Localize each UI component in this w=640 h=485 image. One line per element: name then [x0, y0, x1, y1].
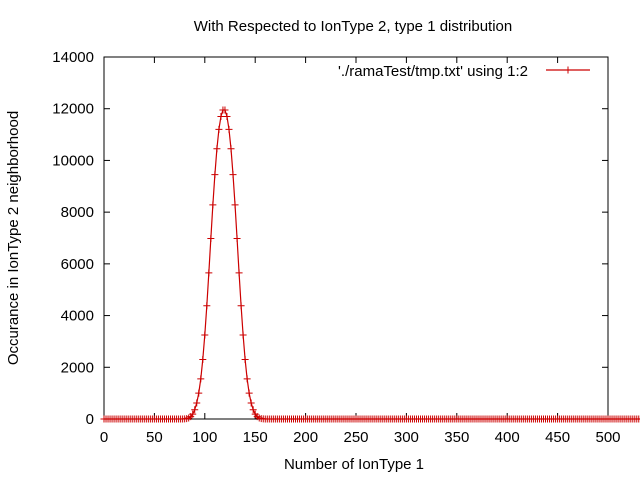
x-tick-label: 400 [495, 429, 520, 446]
data-point [193, 399, 200, 406]
data-point [217, 113, 224, 120]
x-tick-label: 250 [343, 429, 368, 446]
y-axis-label: Occurance in IonType 2 neighborhood [5, 111, 22, 365]
y-tick-label: 2000 [61, 359, 94, 376]
x-tick-label: 500 [595, 429, 620, 446]
y-tick-label: 0 [86, 411, 94, 428]
series-line [104, 110, 640, 419]
y-tick-label: 6000 [61, 256, 94, 273]
chart-title: With Respected to IonType 2, type 1 dist… [194, 18, 513, 35]
x-axis-label: Number of IonType 1 [284, 456, 424, 473]
x-tick-label: 150 [243, 429, 268, 446]
y-tick-label: 12000 [52, 101, 94, 118]
x-tick-label: 50 [146, 429, 163, 446]
data-point [240, 331, 247, 338]
data-point [209, 201, 216, 208]
data-point [236, 269, 243, 276]
data-point [205, 269, 212, 276]
data-point [207, 235, 214, 242]
data-point [213, 145, 220, 152]
x-tick-label: 100 [192, 429, 217, 446]
legend-marker-sample [565, 67, 572, 74]
y-tick-label: 14000 [52, 49, 94, 66]
data-point [232, 201, 239, 208]
data-point [199, 356, 206, 363]
data-point [223, 113, 230, 120]
data-point [246, 390, 253, 397]
data-point [230, 171, 237, 178]
legend: './ramaTest/tmp.txt' using 1:2 [338, 63, 590, 80]
legend-label: './ramaTest/tmp.txt' using 1:2 [338, 63, 528, 80]
data-point [238, 302, 245, 309]
data-point [225, 126, 232, 133]
x-tick-label: 450 [545, 429, 570, 446]
x-tick-label: 350 [444, 429, 469, 446]
axis-ticks: 0 50 100 150 200 250 300 350 400 450 500 0 2000 4000 6… [52, 49, 620, 446]
data-point [248, 399, 255, 406]
x-tick-label: 300 [394, 429, 419, 446]
data-point [197, 375, 204, 382]
data-point [234, 235, 241, 242]
y-tick-label: 4000 [61, 308, 94, 325]
y-tick-label: 8000 [61, 204, 94, 221]
x-tick-label: 0 [100, 429, 108, 446]
series-layer [101, 107, 640, 423]
data-point [215, 126, 222, 133]
plot-frame [104, 57, 608, 419]
data-point [244, 375, 251, 382]
data-point [242, 356, 249, 363]
data-point [195, 390, 202, 397]
data-point [228, 145, 235, 152]
x-tick-label: 200 [293, 429, 318, 446]
data-point [203, 302, 210, 309]
y-tick-label: 10000 [52, 152, 94, 169]
data-point [201, 331, 208, 338]
data-point [211, 171, 218, 178]
